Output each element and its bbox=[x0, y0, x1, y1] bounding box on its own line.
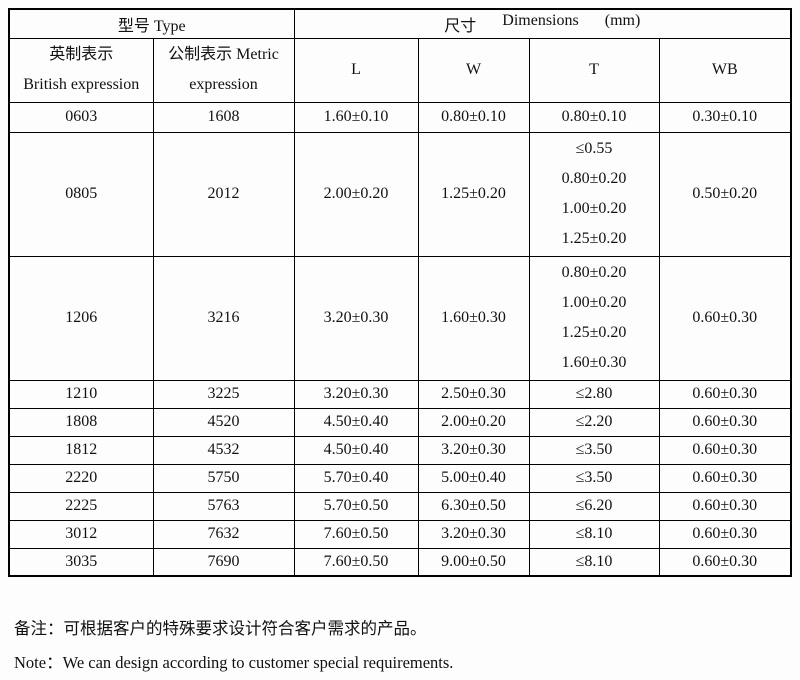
cell-british: 3012 bbox=[8, 519, 154, 549]
cell-l: 3.20±0.30 bbox=[293, 379, 419, 409]
cell-british: 1210 bbox=[8, 379, 154, 409]
cell-metric: 7690 bbox=[152, 547, 295, 577]
cell-wb: 0.50±0.20 bbox=[658, 131, 792, 257]
cell-w: 3.20±0.30 bbox=[417, 435, 530, 465]
cell-l: 2.00±0.20 bbox=[293, 131, 419, 257]
table-row: 2220 5750 5.70±0.40 5.00±0.40 ≤3.50 0.60… bbox=[8, 463, 792, 493]
cell-wb: 0.60±0.30 bbox=[658, 407, 792, 437]
cell-w: 2.00±0.20 bbox=[417, 407, 530, 437]
table-row: 0603 1608 1.60±0.10 0.80±0.10 0.80±0.10 … bbox=[8, 101, 792, 133]
dimensions-spec-table: 型号 Type 尺寸 Dimensions (mm) 英制表示 British … bbox=[8, 8, 793, 577]
header-dimensions-group: 尺寸 Dimensions (mm) bbox=[293, 8, 792, 39]
cell-british: 3035 bbox=[8, 547, 154, 577]
cell-wb: 0.60±0.30 bbox=[658, 379, 792, 409]
cell-british: 0603 bbox=[8, 101, 154, 133]
cell-t: ≤2.20 bbox=[528, 407, 660, 437]
cell-t: ≤2.80 bbox=[528, 379, 660, 409]
table-row: 3012 7632 7.60±0.50 3.20±0.30 ≤8.10 0.60… bbox=[8, 519, 792, 549]
table-row: 1206 3216 3.20±0.30 1.60±0.30 0.80±0.20 … bbox=[8, 255, 792, 381]
header-dimensions-unit: (mm) bbox=[604, 11, 641, 29]
cell-metric: 3225 bbox=[152, 379, 295, 409]
cell-wb: 0.60±0.30 bbox=[658, 255, 792, 381]
table-row: 1210 3225 3.20±0.30 2.50±0.30 ≤2.80 0.60… bbox=[8, 379, 792, 409]
cell-metric: 2012 bbox=[152, 131, 295, 257]
cell-metric: 5763 bbox=[152, 491, 295, 521]
cell-t: ≤3.50 bbox=[528, 463, 660, 493]
col-header-wb: WB bbox=[658, 37, 792, 103]
cell-metric: 5750 bbox=[152, 463, 295, 493]
table-row: 0805 2012 2.00±0.20 1.25±0.20 ≤0.55 0.80… bbox=[8, 131, 792, 257]
cell-wb: 0.60±0.30 bbox=[658, 491, 792, 521]
cell-l: 1.60±0.10 bbox=[293, 101, 419, 133]
cell-w: 1.25±0.20 bbox=[417, 131, 530, 257]
cell-t: 0.80±0.10 bbox=[528, 101, 660, 133]
cell-w: 2.50±0.30 bbox=[417, 379, 530, 409]
cell-t: ≤6.20 bbox=[528, 491, 660, 521]
cell-british: 1206 bbox=[8, 255, 154, 381]
cell-w: 3.20±0.30 bbox=[417, 519, 530, 549]
cell-w: 5.00±0.40 bbox=[417, 463, 530, 493]
cell-metric: 7632 bbox=[152, 519, 295, 549]
cell-w: 1.60±0.30 bbox=[417, 255, 530, 381]
cell-l: 7.60±0.50 bbox=[293, 519, 419, 549]
note-chinese: 备注：可根据客户的特殊要求设计符合客户需求的产品。 bbox=[14, 619, 427, 638]
col-header-w: W bbox=[417, 37, 530, 103]
cell-l: 5.70±0.50 bbox=[293, 491, 419, 521]
cell-l: 4.50±0.40 bbox=[293, 435, 419, 465]
table-row: 1808 4520 4.50±0.40 2.00±0.20 ≤2.20 0.60… bbox=[8, 407, 792, 437]
cell-t: ≤8.10 bbox=[528, 519, 660, 549]
table-row: 1812 4532 4.50±0.40 3.20±0.30 ≤3.50 0.60… bbox=[8, 435, 792, 465]
note-english: Note：We can design according to customer… bbox=[14, 653, 454, 672]
cell-metric: 4520 bbox=[152, 407, 295, 437]
cell-british: 0805 bbox=[8, 131, 154, 257]
cell-metric: 3216 bbox=[152, 255, 295, 381]
cell-metric: 1608 bbox=[152, 101, 295, 133]
cell-wb: 0.30±0.10 bbox=[658, 101, 792, 133]
cell-t: ≤0.55 0.80±0.20 1.00±0.20 1.25±0.20 bbox=[528, 131, 660, 257]
header-type-group: 型号 Type bbox=[8, 8, 295, 39]
col-header-british: 英制表示 British expression bbox=[8, 37, 154, 103]
cell-w: 0.80±0.10 bbox=[417, 101, 530, 133]
cell-british: 2225 bbox=[8, 491, 154, 521]
header-dimensions-cn: 尺寸 bbox=[444, 17, 477, 35]
cell-w: 6.30±0.50 bbox=[417, 491, 530, 521]
cell-metric: 4532 bbox=[152, 435, 295, 465]
cell-wb: 0.60±0.30 bbox=[658, 435, 792, 465]
table-row: 3035 7690 7.60±0.50 9.00±0.50 ≤8.10 0.60… bbox=[8, 547, 792, 577]
cell-wb: 0.60±0.30 bbox=[658, 463, 792, 493]
col-header-t: T bbox=[528, 37, 660, 103]
cell-british: 1812 bbox=[8, 435, 154, 465]
cell-t: 0.80±0.20 1.00±0.20 1.25±0.20 1.60±0.30 bbox=[528, 255, 660, 381]
cell-w: 9.00±0.50 bbox=[417, 547, 530, 577]
table-row: 2225 5763 5.70±0.50 6.30±0.50 ≤6.20 0.60… bbox=[8, 491, 792, 521]
cell-british: 1808 bbox=[8, 407, 154, 437]
cell-t: ≤3.50 bbox=[528, 435, 660, 465]
cell-wb: 0.60±0.30 bbox=[658, 547, 792, 577]
cell-l: 7.60±0.50 bbox=[293, 547, 419, 577]
header-row-groups: 型号 Type 尺寸 Dimensions (mm) bbox=[8, 8, 792, 39]
cell-t: ≤8.10 bbox=[528, 547, 660, 577]
col-header-l: L bbox=[293, 37, 419, 103]
cell-l: 5.70±0.40 bbox=[293, 463, 419, 493]
header-dimensions-en: Dimensions bbox=[502, 11, 579, 29]
header-row-columns: 英制表示 British expression 公制表示 Metric expr… bbox=[8, 37, 792, 103]
cell-wb: 0.60±0.30 bbox=[658, 519, 792, 549]
cell-british: 2220 bbox=[8, 463, 154, 493]
col-header-metric: 公制表示 Metric expression bbox=[152, 37, 295, 103]
footer-notes: 备注：可根据客户的特殊要求设计符合客户需求的产品。 Note：We can de… bbox=[14, 612, 784, 680]
cell-l: 3.20±0.30 bbox=[293, 255, 419, 381]
cell-l: 4.50±0.40 bbox=[293, 407, 419, 437]
